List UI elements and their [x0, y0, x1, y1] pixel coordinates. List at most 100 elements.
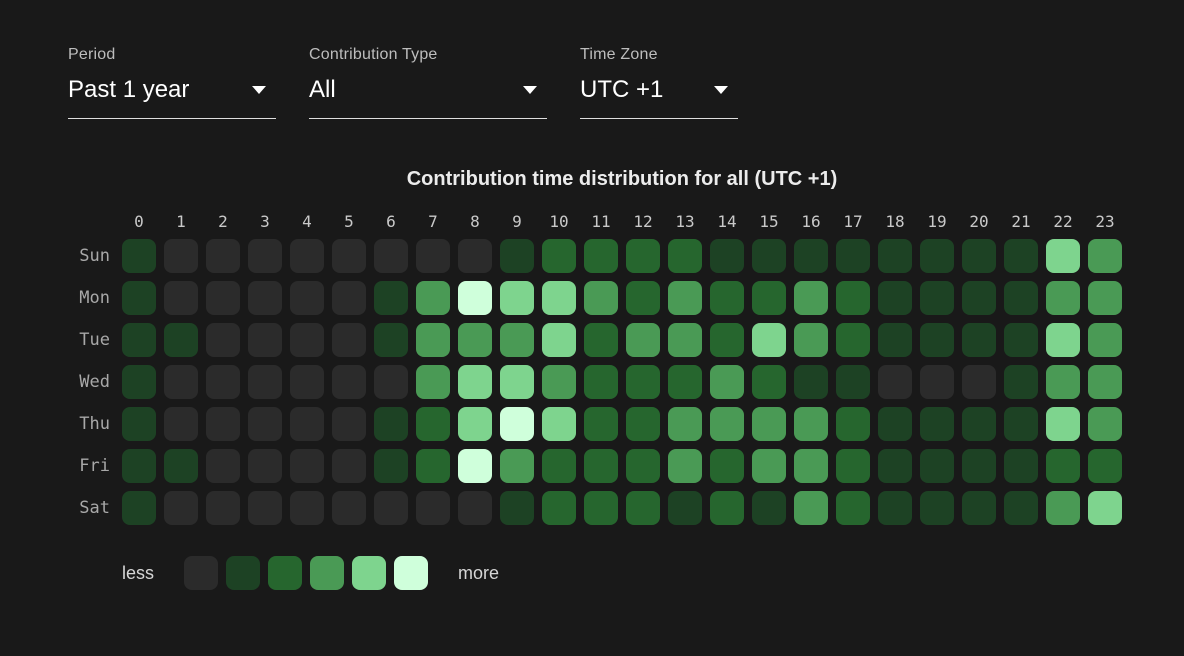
time-zone-dropdown[interactable]: UTC +1	[580, 76, 738, 119]
heatmap-cell	[920, 407, 954, 441]
heatmap-cell	[164, 323, 198, 357]
hour-label: 2	[218, 212, 228, 231]
heatmap-cell	[542, 323, 576, 357]
heatmap-cell	[962, 491, 996, 525]
heatmap-cell	[542, 449, 576, 483]
heatmap-cell	[458, 365, 492, 399]
contribution-type-filter: Contribution Type All	[309, 46, 547, 119]
hour-label: 12	[633, 212, 653, 231]
heatmap-cell	[836, 365, 870, 399]
heatmap-cell	[248, 491, 282, 525]
heatmap-cell	[836, 491, 870, 525]
heatmap-cell	[752, 491, 786, 525]
heatmap-cell	[878, 239, 912, 273]
heatmap-cell	[500, 281, 534, 315]
hour-label: 8	[470, 212, 480, 231]
heatmap-cell	[416, 407, 450, 441]
heatmap-cell	[164, 449, 198, 483]
heatmap-cell	[374, 365, 408, 399]
time-zone-filter: Time Zone UTC +1	[580, 46, 738, 119]
contribution-type-value: All	[309, 76, 336, 103]
hour-label: 0	[134, 212, 144, 231]
heatmap-cell	[626, 491, 660, 525]
heatmap-cell	[878, 365, 912, 399]
legend-swatches	[184, 556, 429, 590]
heatmap-cell	[668, 407, 702, 441]
heatmap-cell	[794, 449, 828, 483]
legend-swatch	[310, 556, 345, 590]
heatmap-cell	[794, 491, 828, 525]
heatmap-cell	[794, 407, 828, 441]
heatmap-cell	[1088, 449, 1122, 483]
heatmap-cell	[500, 323, 534, 357]
chevron-down-icon	[714, 86, 728, 94]
heatmap-cell	[1046, 449, 1080, 483]
heatmap-cell	[710, 365, 744, 399]
legend-swatch	[226, 556, 261, 590]
heatmap-cell	[1046, 239, 1080, 273]
hour-label: 22	[1053, 212, 1073, 231]
heatmap-cell	[962, 239, 996, 273]
heatmap-cell	[290, 491, 324, 525]
legend-swatch	[394, 556, 429, 590]
heatmap-cell	[206, 239, 240, 273]
heatmap-cell	[206, 449, 240, 483]
hour-label: 23	[1095, 212, 1115, 231]
heatmap-cell	[164, 407, 198, 441]
heatmap-cell	[122, 365, 156, 399]
heatmap-cell	[878, 407, 912, 441]
heatmap-cell	[584, 281, 618, 315]
hour-label: 10	[549, 212, 569, 231]
contribution-type-dropdown[interactable]: All	[309, 76, 547, 119]
heatmap-cell	[668, 239, 702, 273]
chart-title: Contribution time distribution for all (…	[406, 168, 838, 190]
hour-label: 1	[176, 212, 186, 231]
heatmap-cell	[1088, 365, 1122, 399]
heatmap-cell	[458, 281, 492, 315]
heatmap-cell	[290, 365, 324, 399]
heatmap-cell	[1046, 407, 1080, 441]
heatmap-cell	[1046, 491, 1080, 525]
grid-corner	[68, 207, 114, 231]
heatmap-cell	[1004, 323, 1038, 357]
legend-swatch	[268, 556, 303, 590]
heatmap-cell	[248, 323, 282, 357]
heatmap-cell	[500, 239, 534, 273]
heatmap-cell	[668, 281, 702, 315]
heatmap-cell	[752, 239, 786, 273]
hour-label: 6	[386, 212, 396, 231]
heatmap-cell	[542, 407, 576, 441]
heatmap-cell	[248, 449, 282, 483]
day-label: Thu	[79, 414, 110, 434]
heatmap-cell	[122, 239, 156, 273]
heatmap-cell	[920, 281, 954, 315]
heatmap-cell	[878, 281, 912, 315]
heatmap-cell	[626, 407, 660, 441]
period-dropdown[interactable]: Past 1 year	[68, 76, 276, 119]
heatmap-cell	[626, 239, 660, 273]
heatmap-cell	[164, 491, 198, 525]
heatmap-cell	[836, 449, 870, 483]
heatmap-cell	[626, 281, 660, 315]
period-label: Period	[68, 46, 116, 63]
heatmap-cell	[500, 491, 534, 525]
heatmap-cell	[332, 365, 366, 399]
hour-label: 21	[1011, 212, 1031, 231]
hour-label: 15	[759, 212, 779, 231]
heatmap-cell	[206, 365, 240, 399]
heatmap-cell	[584, 449, 618, 483]
heatmap-cell	[1088, 407, 1122, 441]
heatmap-cell	[752, 365, 786, 399]
heatmap-cell	[962, 449, 996, 483]
day-label: Tue	[79, 330, 110, 350]
heatmap-cell	[1088, 281, 1122, 315]
heatmap-cell	[248, 281, 282, 315]
heatmap-cell	[1004, 281, 1038, 315]
heatmap-cell	[1004, 491, 1038, 525]
hour-label: 4	[302, 212, 312, 231]
hour-label: 5	[344, 212, 354, 231]
heatmap-cell	[584, 365, 618, 399]
heatmap-cell	[374, 491, 408, 525]
heatmap-cell	[1046, 365, 1080, 399]
hour-label: 9	[512, 212, 522, 231]
